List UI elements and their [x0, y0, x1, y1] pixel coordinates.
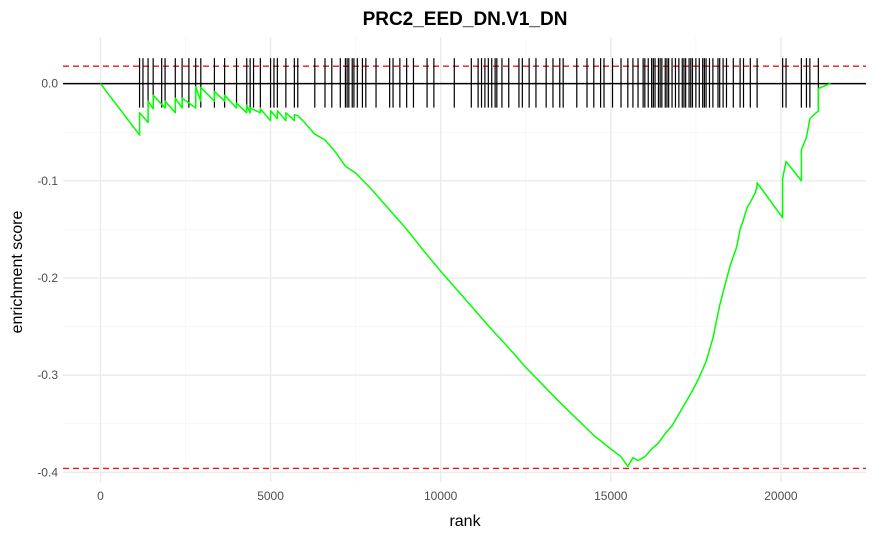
y-axis-ticks: 0.0 -0.1 -0.2 -0.3 -0.4 — [37, 77, 58, 480]
grid — [63, 37, 866, 482]
x-tick-label: 0 — [97, 489, 104, 503]
y-tick-label: -0.2 — [37, 271, 58, 285]
x-axis-title: rank — [449, 513, 481, 530]
x-tick-label: 10000 — [424, 489, 458, 503]
y-tick-label: -0.3 — [37, 368, 58, 382]
y-tick-label: 0.0 — [41, 77, 58, 91]
reference-lines — [63, 65, 866, 470]
y-tick-label: -0.4 — [37, 465, 58, 479]
x-tick-label: 15000 — [594, 489, 628, 503]
x-axis-ticks: 0 5000 10000 15000 20000 — [97, 489, 798, 503]
x-tick-label: 20000 — [764, 489, 798, 503]
chart-title: PRC2_EED_DN.V1_DN — [363, 9, 568, 30]
enrichment-curve-group — [99, 82, 831, 468]
y-tick-label: -0.1 — [37, 174, 58, 188]
gene-hit-ticks — [138, 58, 819, 108]
x-tick-label: 5000 — [257, 489, 284, 503]
y-axis-title: enrichment score — [9, 211, 26, 334]
enrichment-curve — [99, 82, 831, 468]
